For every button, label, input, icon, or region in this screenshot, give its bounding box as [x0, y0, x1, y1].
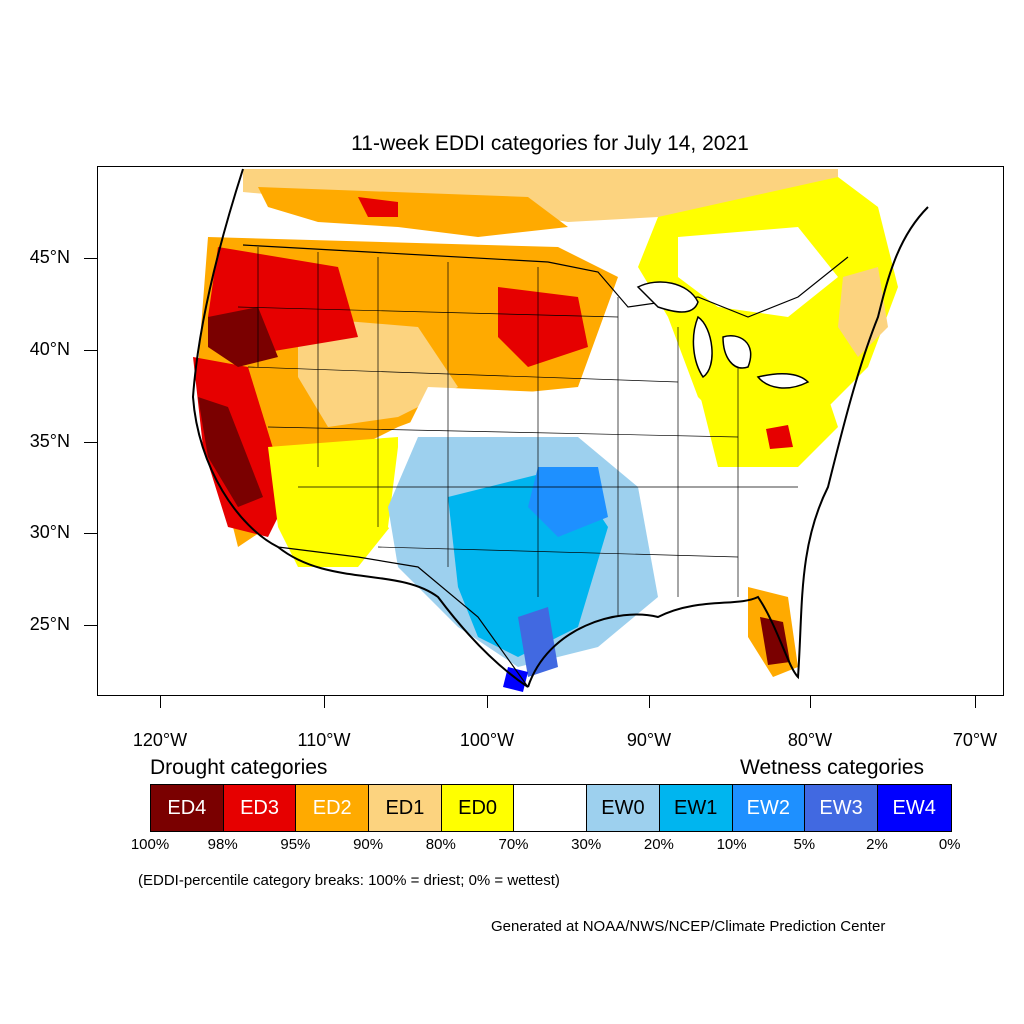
lon-tick-110 — [324, 696, 325, 708]
lat-label-30: 30°N — [29, 522, 70, 542]
percentile-label: 20% — [643, 836, 674, 853]
lon-label-90: 90°W — [626, 730, 672, 750]
legend-swatch-ew1: EW1 — [659, 785, 733, 831]
percentile-label: 90% — [353, 836, 384, 853]
category-legend: ED4 ED3 ED2 ED1 ED0 EW0 EW1 EW2 EW3 EW4 — [150, 784, 952, 832]
great-lakes — [636, 281, 810, 389]
legend-swatch-ew4: EW4 — [877, 785, 951, 831]
california-ed4-region — [198, 397, 263, 507]
florida-ed4-region — [760, 617, 790, 665]
lat-tick-25 — [84, 625, 97, 626]
us-coastline — [191, 168, 929, 688]
legend-swatch-ed0: ED0 — [441, 785, 515, 831]
legend-swatch-ew3: EW3 — [805, 785, 878, 831]
lon-label-80: 80°W — [787, 730, 833, 750]
percentile-label: 98% — [207, 836, 238, 853]
legend-swatch-ew2: EW2 — [732, 785, 806, 831]
legend-swatch-ed2: ED2 — [296, 785, 370, 831]
category-note: (EDDI-percentile category breaks: 100% =… — [138, 872, 560, 889]
lon-label-100: 100°W — [459, 730, 515, 750]
percentile-label: 5% — [793, 836, 816, 853]
lat-label-40: 40°N — [29, 339, 70, 359]
southwest-ed0-region — [268, 437, 398, 567]
map-title: 11-week EDDI categories for July 14, 202… — [351, 132, 749, 155]
credit-text: Generated at NOAA/NWS/NCEP/Climate Predi… — [491, 918, 886, 935]
virginia-ed3-patch — [766, 425, 793, 449]
oklahoma-ew2-region — [528, 467, 608, 537]
percentile-label: 2% — [866, 836, 888, 853]
percentile-label: 10% — [716, 836, 747, 853]
ontario-white-region — [678, 227, 838, 317]
lon-tick-80 — [810, 696, 811, 708]
lat-label-45: 45°N — [29, 247, 70, 267]
southeast-white-region — [638, 467, 818, 607]
legend-swatch-ed4: ED4 — [151, 785, 224, 831]
legend-swatch-ed1: ED1 — [369, 785, 442, 831]
lon-label-120: 120°W — [132, 730, 188, 750]
lat-tick-45 — [84, 258, 97, 259]
lon-tick-100 — [487, 696, 488, 708]
lat-tick-40 — [84, 350, 97, 351]
canada-ed3-patch — [358, 197, 398, 217]
lon-tick-70 — [975, 696, 976, 708]
lon-tick-90 — [649, 696, 650, 708]
lat-label-25: 25°N — [29, 614, 70, 634]
lon-label-70: 70°W — [952, 730, 998, 750]
dakotas-ed3-region — [498, 287, 588, 367]
texas-coast-ew3-region — [518, 607, 558, 677]
maine-ed1-region — [838, 267, 888, 357]
percentile-label: 70% — [498, 836, 529, 853]
lon-label-110: 110°W — [297, 730, 351, 750]
percentile-label: 80% — [425, 836, 456, 853]
midatlantic-ed0-region — [698, 367, 838, 467]
percentile-label: 100% — [130, 836, 170, 853]
canada-ed2-region — [258, 187, 568, 237]
lat-tick-35 — [84, 442, 97, 443]
lat-label-35: 35°N — [29, 431, 70, 451]
legend-swatch-ed3: ED3 — [223, 785, 297, 831]
percentile-label: 0% — [938, 836, 961, 853]
lat-tick-30 — [84, 533, 97, 534]
oregon-ed4-region — [208, 307, 278, 367]
map-canvas — [191, 168, 929, 692]
state-borders — [237, 247, 798, 617]
eddi-map — [97, 166, 1004, 696]
percentile-label: 30% — [571, 836, 602, 853]
percentile-label: 95% — [280, 836, 311, 853]
lon-tick-120 — [160, 696, 161, 708]
drought-heading: Drought categories — [150, 756, 328, 779]
legend-swatch-normal — [514, 785, 588, 831]
wetness-heading: Wetness categories — [740, 756, 925, 779]
legend-swatch-ew0: EW0 — [587, 785, 660, 831]
mexico-border — [277, 546, 529, 688]
